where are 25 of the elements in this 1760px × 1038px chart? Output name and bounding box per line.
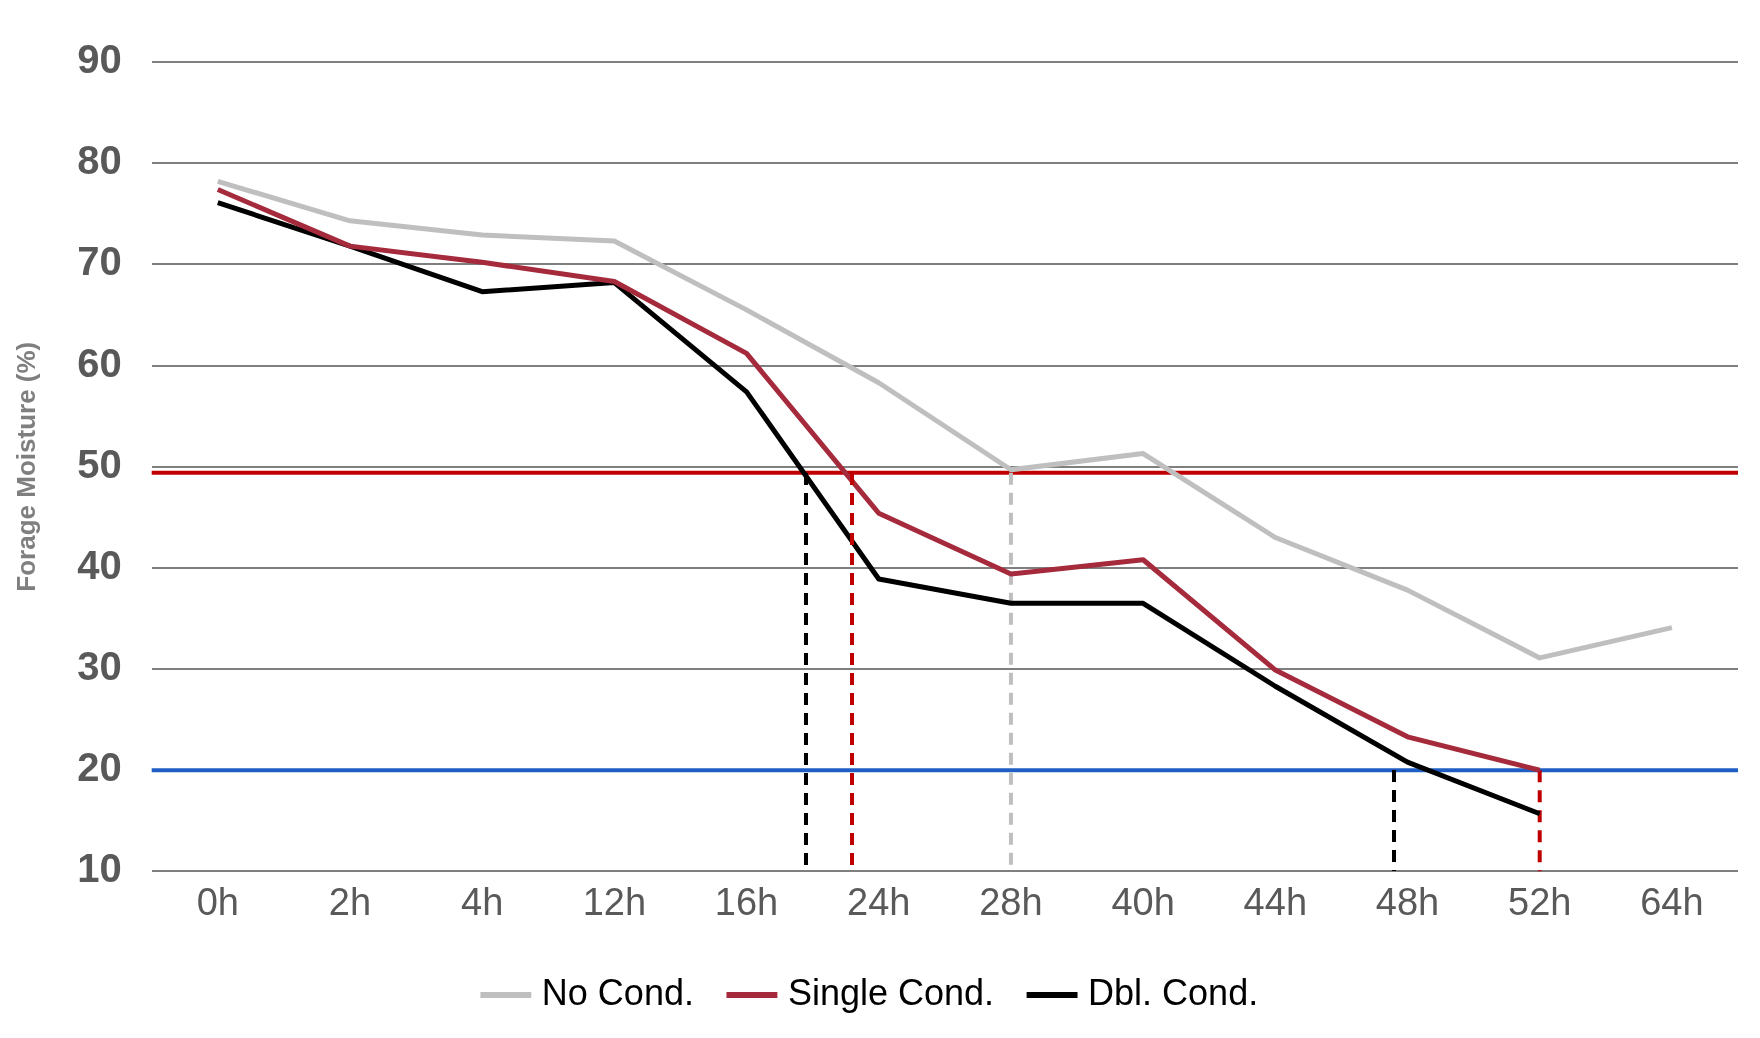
x-tick-label: 16h [714,880,779,923]
y-tick-label: 80 [77,138,122,183]
x-tick-label: 48h [1375,880,1440,923]
y-axis-title: Forage Moisture (%) [10,341,41,592]
y-tick-label: 30 [77,644,122,689]
legend-label: Dbl. Cond. [1088,971,1259,1013]
x-tick-label: 2h [328,880,372,923]
x-tick-label: 24h [847,880,911,923]
legend-label: Single Cond. [787,971,995,1013]
x-tick-label: 28h [979,880,1043,923]
x-tick-label: 44h [1243,880,1308,923]
y-tick-label: 10 [77,846,122,891]
y-tick-label: 70 [77,239,122,284]
x-tick-label: 64h [1640,880,1704,923]
y-tick-label: 60 [77,340,122,385]
x-tick-label: 12h [582,880,647,923]
x-tick-label: 0h [196,880,239,923]
y-tick-label: 50 [77,441,122,486]
legend-label: No Cond. [541,971,694,1013]
y-tick-label: 20 [77,745,122,790]
y-tick-label: 40 [77,542,122,587]
x-tick-label: 4h [461,880,504,923]
y-tick-label: 90 [77,37,122,82]
x-tick-label: 40h [1111,880,1175,923]
x-tick-label: 52h [1508,880,1572,923]
